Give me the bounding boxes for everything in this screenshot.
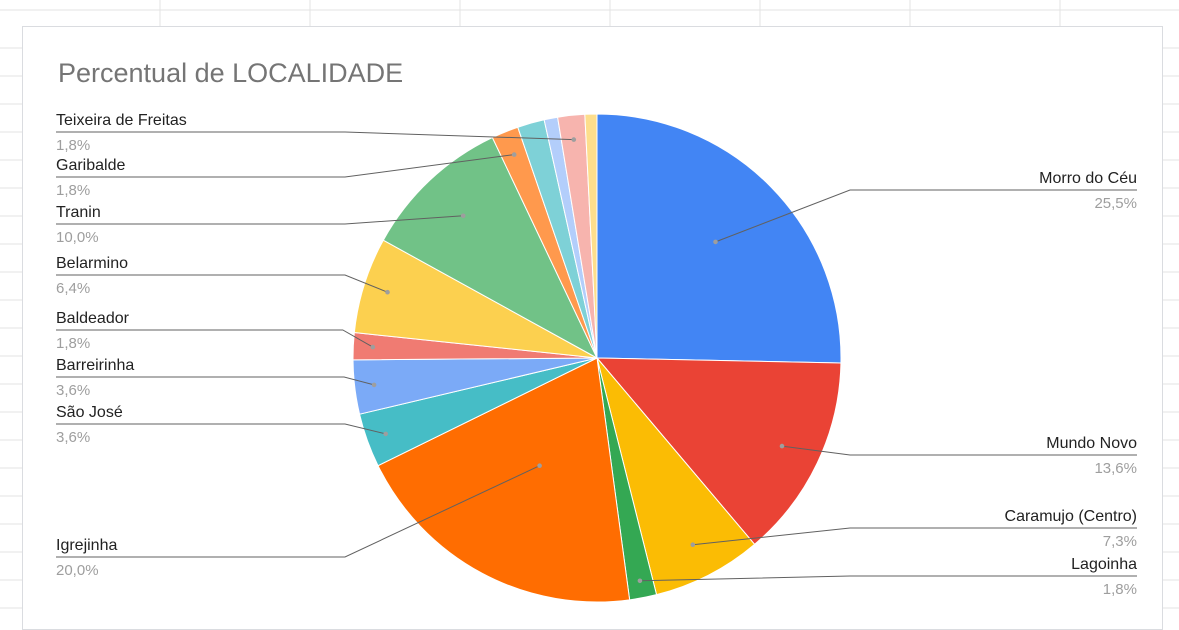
slice-label: Morro do Céu	[1039, 170, 1137, 187]
leader-line	[56, 215, 464, 225]
slice-label: São José	[56, 404, 123, 421]
pie-slices	[352, 113, 842, 603]
leader-line	[56, 274, 388, 293]
leader-line	[781, 445, 1137, 456]
slice-percent-label: 13,6%	[1094, 460, 1137, 477]
leader-dot	[713, 239, 718, 245]
leader-line	[56, 154, 515, 178]
leader-line	[715, 189, 1137, 243]
leader-dot	[370, 344, 376, 350]
pie-slice[interactable]	[382, 136, 599, 360]
chart-title: Percentual de LOCALIDADE	[58, 58, 404, 88]
slice-percent-label: 1,8%	[56, 137, 90, 154]
pie-slice[interactable]	[584, 113, 598, 359]
leader-dot	[690, 542, 696, 547]
leader-dot	[511, 152, 517, 157]
slice-label: Mundo Novo	[1046, 435, 1137, 452]
slice-label: Tranin	[56, 204, 101, 221]
leader-dot	[460, 213, 466, 219]
leader-line	[639, 575, 1137, 582]
slice-label: Barreirinha	[56, 357, 134, 374]
slice-percent-label: 20,0%	[56, 562, 99, 579]
leader-line	[56, 131, 574, 141]
leader-dot	[385, 289, 390, 295]
leader-line	[56, 376, 375, 386]
leader-dot	[383, 431, 389, 437]
leader-dot	[537, 463, 542, 469]
slice-percent-label: 10,0%	[56, 229, 99, 246]
leader-dot	[371, 382, 377, 388]
leader-line	[56, 329, 374, 348]
slice-label: Caramujo (Centro)	[1005, 508, 1137, 525]
slice-percent-label: 7,3%	[1103, 533, 1137, 550]
leader-lines	[56, 131, 1137, 584]
pie-slice[interactable]	[595, 357, 842, 546]
slice-percent-label: 1,8%	[56, 182, 90, 199]
slice-label: Belarmino	[56, 255, 128, 272]
leader-line	[56, 465, 540, 558]
slice-labels: Morro do Céu 25,5% Mundo Novo 13,6% Caramujo…	[56, 112, 1137, 598]
pie-slice[interactable]	[596, 113, 842, 364]
slice-percent-label: 3,6%	[56, 382, 90, 399]
leader-line	[692, 527, 1137, 546]
slice-label: Baldeador	[56, 310, 130, 327]
slice-percent-label: 25,5%	[1094, 195, 1137, 212]
slice-percent-label: 6,4%	[56, 280, 90, 297]
leader-line	[56, 423, 386, 435]
slice-label: Igrejinha	[56, 537, 117, 554]
slice-percent-label: 1,8%	[56, 335, 90, 352]
pie-slice[interactable]	[377, 357, 631, 603]
leader-dot	[779, 443, 785, 449]
slice-percent-label: 1,8%	[1103, 581, 1137, 598]
pie-slice[interactable]	[596, 357, 756, 596]
leader-dot	[571, 137, 577, 142]
leader-dot	[637, 578, 643, 584]
slice-label: Lagoinha	[1071, 556, 1137, 573]
slice-label: Garibalde	[56, 157, 125, 174]
slice-percent-label: 3,6%	[56, 429, 90, 446]
slice-label: Teixeira de Freitas	[56, 112, 187, 129]
